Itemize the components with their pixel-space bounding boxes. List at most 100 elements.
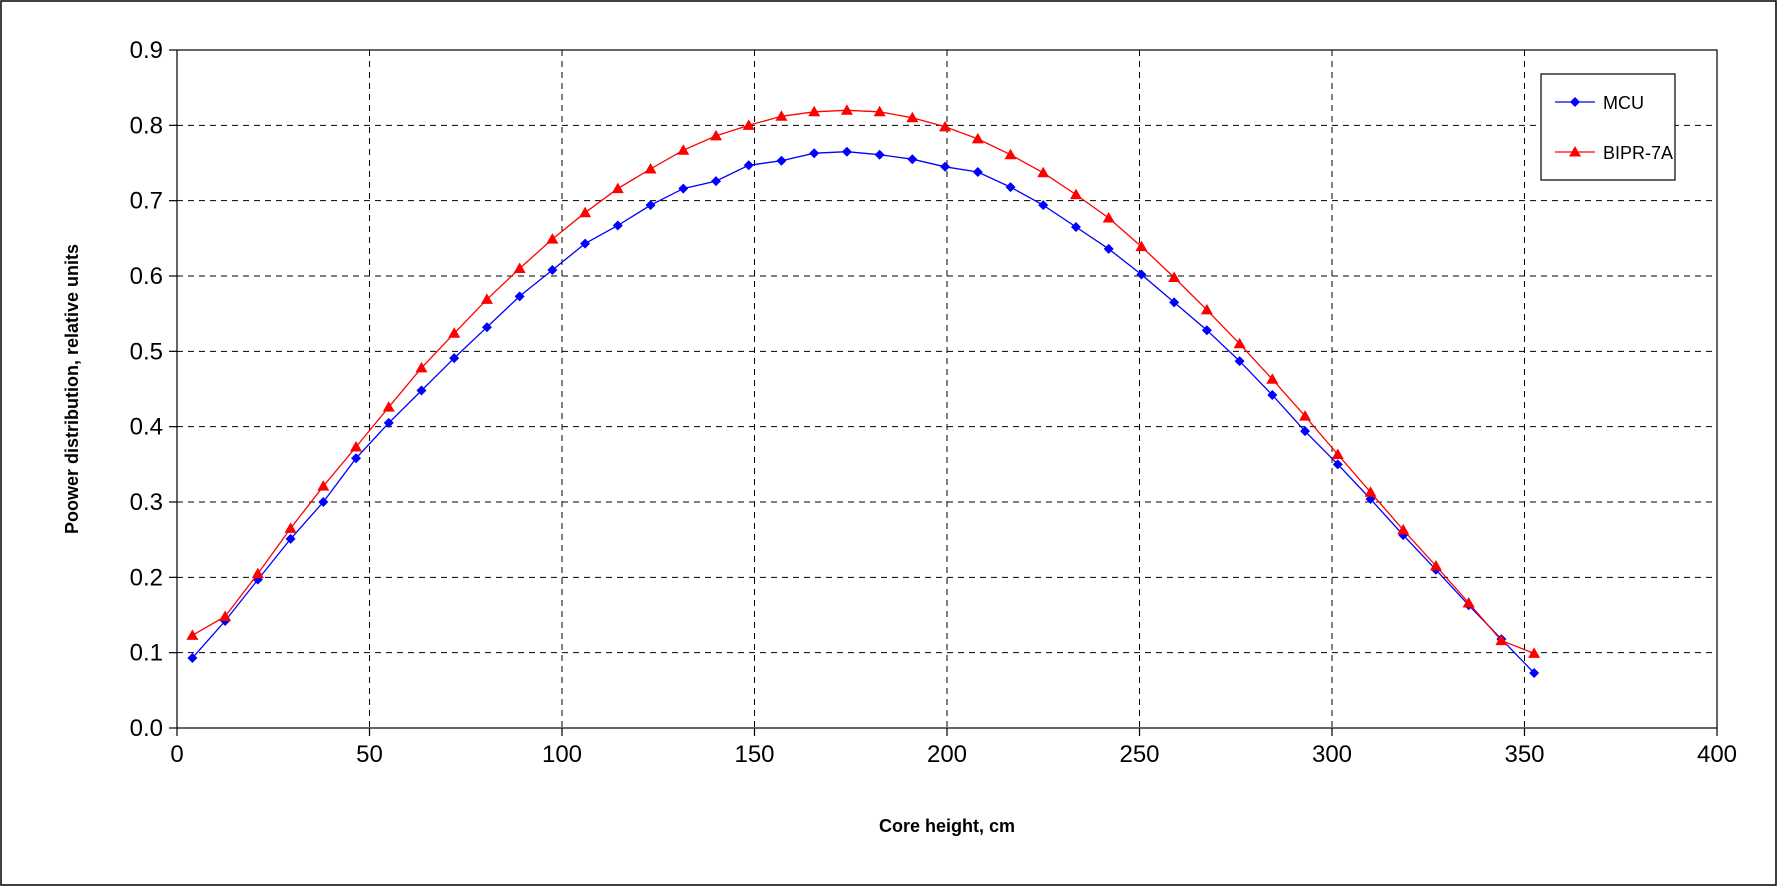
data-point [1069, 188, 1082, 200]
data-point [1200, 303, 1213, 315]
data-point [1331, 448, 1344, 460]
x-tick-label: 250 [1119, 741, 1159, 768]
data-point [351, 453, 362, 464]
series-bipr-7a [186, 104, 1541, 658]
data-point [1169, 297, 1180, 308]
data-point [1495, 634, 1508, 646]
data-point [940, 161, 951, 172]
y-tick-label: 0.9 [130, 37, 163, 64]
data-point [1038, 200, 1049, 211]
series-mcu [187, 146, 1540, 679]
data-point [1300, 426, 1311, 437]
data-point [841, 146, 852, 157]
y-tick-label: 0.0 [130, 715, 163, 742]
data-point [513, 262, 526, 273]
data-point [318, 497, 329, 507]
data-point [1528, 647, 1541, 658]
data-point [677, 144, 690, 155]
data-point [1102, 211, 1115, 223]
data-point [809, 148, 820, 159]
data-point [743, 160, 754, 171]
data-point [481, 322, 492, 333]
data-point [547, 264, 558, 275]
data-point [1004, 148, 1017, 160]
series-line [192, 109, 1535, 655]
data-point [448, 327, 461, 338]
data-point [612, 220, 623, 231]
data-point [1037, 166, 1050, 178]
y-tick-label: 0.6 [130, 263, 163, 290]
data-point [449, 353, 460, 364]
data-point [1233, 337, 1246, 349]
data-point [415, 361, 428, 373]
data-point [480, 293, 493, 304]
y-tick-label: 0.3 [130, 489, 163, 516]
y-axis-title: Poower distribution, relative units [62, 244, 82, 534]
data-point [1168, 271, 1181, 283]
data-point [1462, 596, 1475, 608]
data-point [710, 129, 722, 141]
data-point [285, 533, 296, 544]
data-point [1234, 356, 1245, 367]
y-axis: 0.0 0.1 0.2 0.3 0.4 0.5 0.6 0.7 0.8 0.9 [130, 37, 177, 742]
x-tick-label: 200 [927, 741, 967, 768]
data-point [580, 238, 591, 249]
data-point [776, 155, 787, 166]
data-point [1364, 486, 1377, 497]
data-point [1299, 410, 1312, 421]
data-point [1135, 240, 1148, 252]
data-point [1332, 459, 1343, 470]
data-point [1005, 182, 1016, 193]
data-point [186, 629, 199, 640]
data-point [711, 176, 721, 187]
data-point [1429, 560, 1442, 571]
legend: MCU BIPR-7A [1540, 73, 1676, 181]
data-point [906, 111, 919, 123]
x-tick-label: 100 [542, 741, 582, 768]
y-tick-label: 0.8 [130, 112, 163, 139]
data-point [907, 154, 918, 165]
legend-box [1540, 73, 1676, 181]
x-axis-title: Core height, cm [879, 816, 1015, 836]
legend-marker [1570, 97, 1580, 107]
data-point [644, 163, 657, 174]
data-point [972, 167, 983, 178]
legend-marker [1569, 146, 1581, 157]
data-point [219, 610, 232, 622]
data-point [1136, 269, 1147, 280]
x-tick-label: 50 [356, 741, 383, 768]
x-axis: 0 50 100 150 200 250 300 350 400 [170, 728, 1737, 768]
legend-label: MCU [1603, 93, 1644, 113]
data-point [1266, 373, 1279, 384]
data-point [1070, 222, 1081, 233]
x-tick-label: 300 [1312, 741, 1352, 768]
data-point [546, 233, 559, 244]
data-point [874, 149, 885, 160]
data-point [1201, 325, 1212, 336]
y-tick-label: 0.2 [130, 564, 163, 591]
data-point [645, 200, 656, 211]
x-tick-label: 400 [1697, 741, 1737, 768]
data-point [317, 480, 330, 491]
x-tick-label: 350 [1504, 741, 1544, 768]
data-point [1267, 390, 1278, 401]
y-tick-label: 0.5 [130, 338, 163, 365]
data-point [678, 183, 689, 194]
data-point [775, 110, 788, 121]
series-line [191, 151, 1535, 674]
data-point [251, 567, 264, 579]
data-point [579, 206, 592, 218]
data-point [382, 401, 395, 412]
data-point [939, 120, 952, 132]
y-tick-label: 0.4 [130, 414, 163, 441]
y-tick-label: 0.1 [130, 640, 163, 667]
legend-label: BIPR-7A [1603, 143, 1673, 163]
data-point [350, 441, 363, 452]
data-point [1397, 523, 1410, 535]
series-layer [186, 104, 1541, 679]
data-point [383, 417, 394, 428]
data-point [840, 104, 853, 115]
